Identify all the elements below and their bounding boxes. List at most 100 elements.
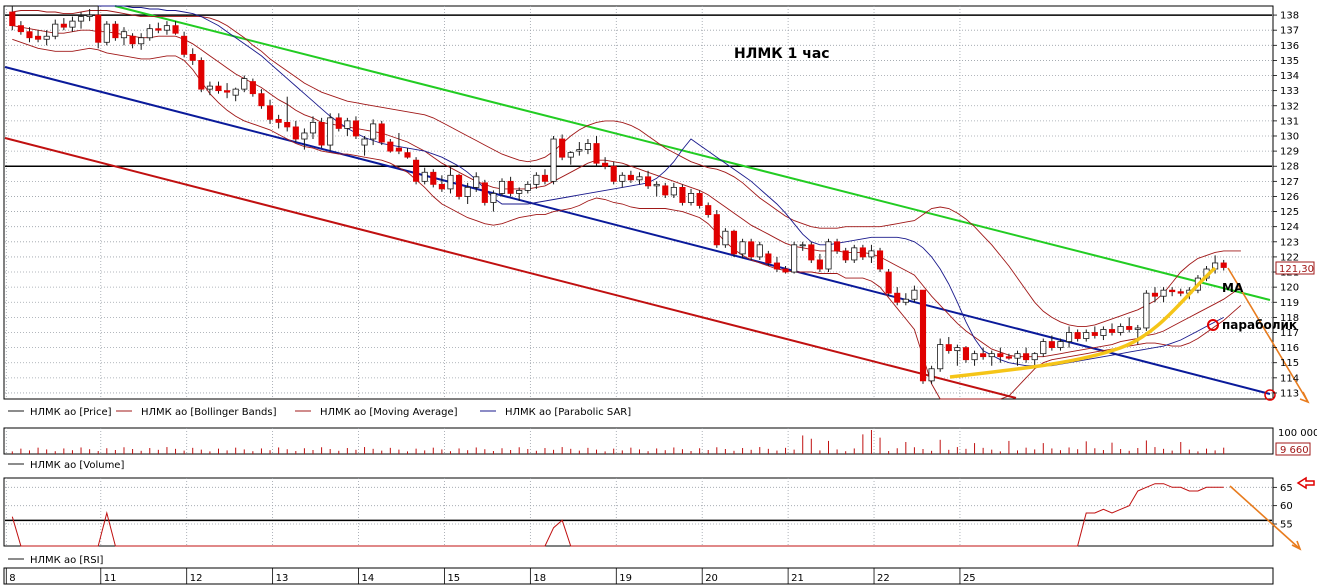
- red-trendline: [4, 137, 1017, 399]
- candle-body-down: [395, 147, 402, 152]
- candle: [395, 132, 402, 155]
- candle-body-up: [447, 174, 454, 190]
- candle: [224, 83, 231, 99]
- candle-body-up: [1117, 326, 1124, 333]
- candle-body-down: [748, 241, 755, 258]
- x-tick-label-18: 18: [533, 573, 546, 584]
- candle-body-down: [1220, 262, 1227, 268]
- candle-body-up: [1134, 327, 1141, 330]
- legend-price: НЛМК ао [Price]: [30, 407, 112, 418]
- candle: [155, 22, 162, 34]
- rsi-tick-label-65: 65: [1280, 483, 1293, 494]
- price-tick-label-120: 120: [1280, 283, 1299, 294]
- candle-body-up: [911, 289, 918, 300]
- x-axis-frame: [3, 567, 1274, 585]
- candle: [60, 18, 67, 31]
- candle-body-up: [1014, 353, 1021, 359]
- candle: [782, 265, 789, 274]
- candle: [653, 181, 660, 197]
- candle: [258, 89, 265, 109]
- candle-body-up: [1100, 329, 1107, 336]
- price-legend: НЛМК ао [Price] НЛМК ао [Bollinger Bands…: [8, 407, 631, 418]
- price-tick-label-113: 113: [1280, 388, 1299, 399]
- candle-body-down: [816, 259, 823, 270]
- candle: [249, 78, 256, 97]
- candle: [181, 31, 188, 58]
- x-tick-label-22: 22: [877, 573, 890, 584]
- candle-body-up: [206, 85, 213, 90]
- green-trendline: [114, 5, 1271, 301]
- candle: [284, 96, 291, 132]
- last-price-label: 121,30: [1279, 264, 1314, 275]
- volume-last-box: [1275, 442, 1311, 456]
- candle: [722, 228, 729, 248]
- candle: [189, 48, 196, 65]
- candle: [1100, 326, 1107, 341]
- candle-body-down: [455, 174, 463, 197]
- candle: [1169, 287, 1176, 297]
- candle: [773, 256, 781, 273]
- candle: [438, 175, 445, 192]
- candle: [851, 244, 858, 263]
- rsi-orange-arrow: [1229, 485, 1302, 551]
- candle: [490, 190, 497, 212]
- candle-body-up: [1040, 341, 1047, 355]
- candle-body-up: [756, 244, 763, 258]
- candle-body-up: [619, 174, 626, 182]
- last-price-box: [1275, 261, 1315, 275]
- rsi-arrow-marker: [1296, 476, 1315, 490]
- candle-body-down: [1151, 292, 1159, 297]
- price-tick-label-136: 136: [1280, 41, 1299, 52]
- candle: [1126, 317, 1133, 333]
- candle-body-down: [26, 31, 33, 39]
- candle-body-up: [567, 152, 574, 158]
- candle: [172, 21, 179, 35]
- x-axis: 8 11 12 13 14 15 18 19 20 21 22 25: [5, 568, 976, 584]
- yellow-ma-path: [949, 266, 1217, 379]
- candle-body-up: [902, 298, 909, 303]
- volume-bars: [11, 430, 1225, 454]
- candle-body-up: [636, 176, 643, 181]
- candle-body-down: [876, 250, 884, 270]
- price-tick-label-125: 125: [1280, 207, 1299, 218]
- candle: [988, 350, 995, 366]
- candle: [894, 287, 901, 306]
- candle-body-up: [370, 123, 377, 140]
- candle-body-down: [997, 353, 1004, 358]
- candle-body-down: [782, 268, 789, 273]
- candle: [876, 247, 884, 273]
- candle-body-down: [593, 143, 600, 164]
- candle-body-up: [490, 193, 497, 203]
- candle: [163, 21, 171, 35]
- price-tick-label-128: 128: [1280, 162, 1299, 173]
- candle-body-up: [344, 120, 351, 129]
- candle-body-up: [576, 149, 583, 152]
- candle: [43, 30, 50, 46]
- candle: [232, 87, 239, 102]
- price-tick-label-114: 114: [1280, 373, 1299, 384]
- candle-body-down: [318, 121, 325, 146]
- candle-body-up: [1065, 332, 1073, 342]
- candle-body-down: [1108, 329, 1116, 333]
- candle-body-up: [791, 244, 798, 273]
- candle: [559, 134, 566, 161]
- candle-body-down: [1023, 353, 1030, 361]
- candle-body-up: [653, 183, 660, 187]
- candle-body-up: [327, 117, 334, 146]
- candle: [799, 241, 806, 251]
- candle: [945, 337, 952, 354]
- candle-body-down: [773, 262, 781, 270]
- candle: [902, 293, 909, 306]
- sar-marker-circle: [1207, 319, 1219, 331]
- candle: [705, 202, 712, 218]
- candle-body-down: [352, 120, 360, 137]
- candle-body-down: [662, 185, 669, 196]
- candle-body-up: [670, 186, 677, 196]
- candle: [730, 229, 738, 257]
- volume-grid: [5, 428, 961, 454]
- candle-body-up: [163, 25, 171, 31]
- candle: [645, 170, 652, 189]
- candle: [1074, 329, 1081, 342]
- candle: [980, 347, 987, 360]
- candle: [885, 269, 892, 297]
